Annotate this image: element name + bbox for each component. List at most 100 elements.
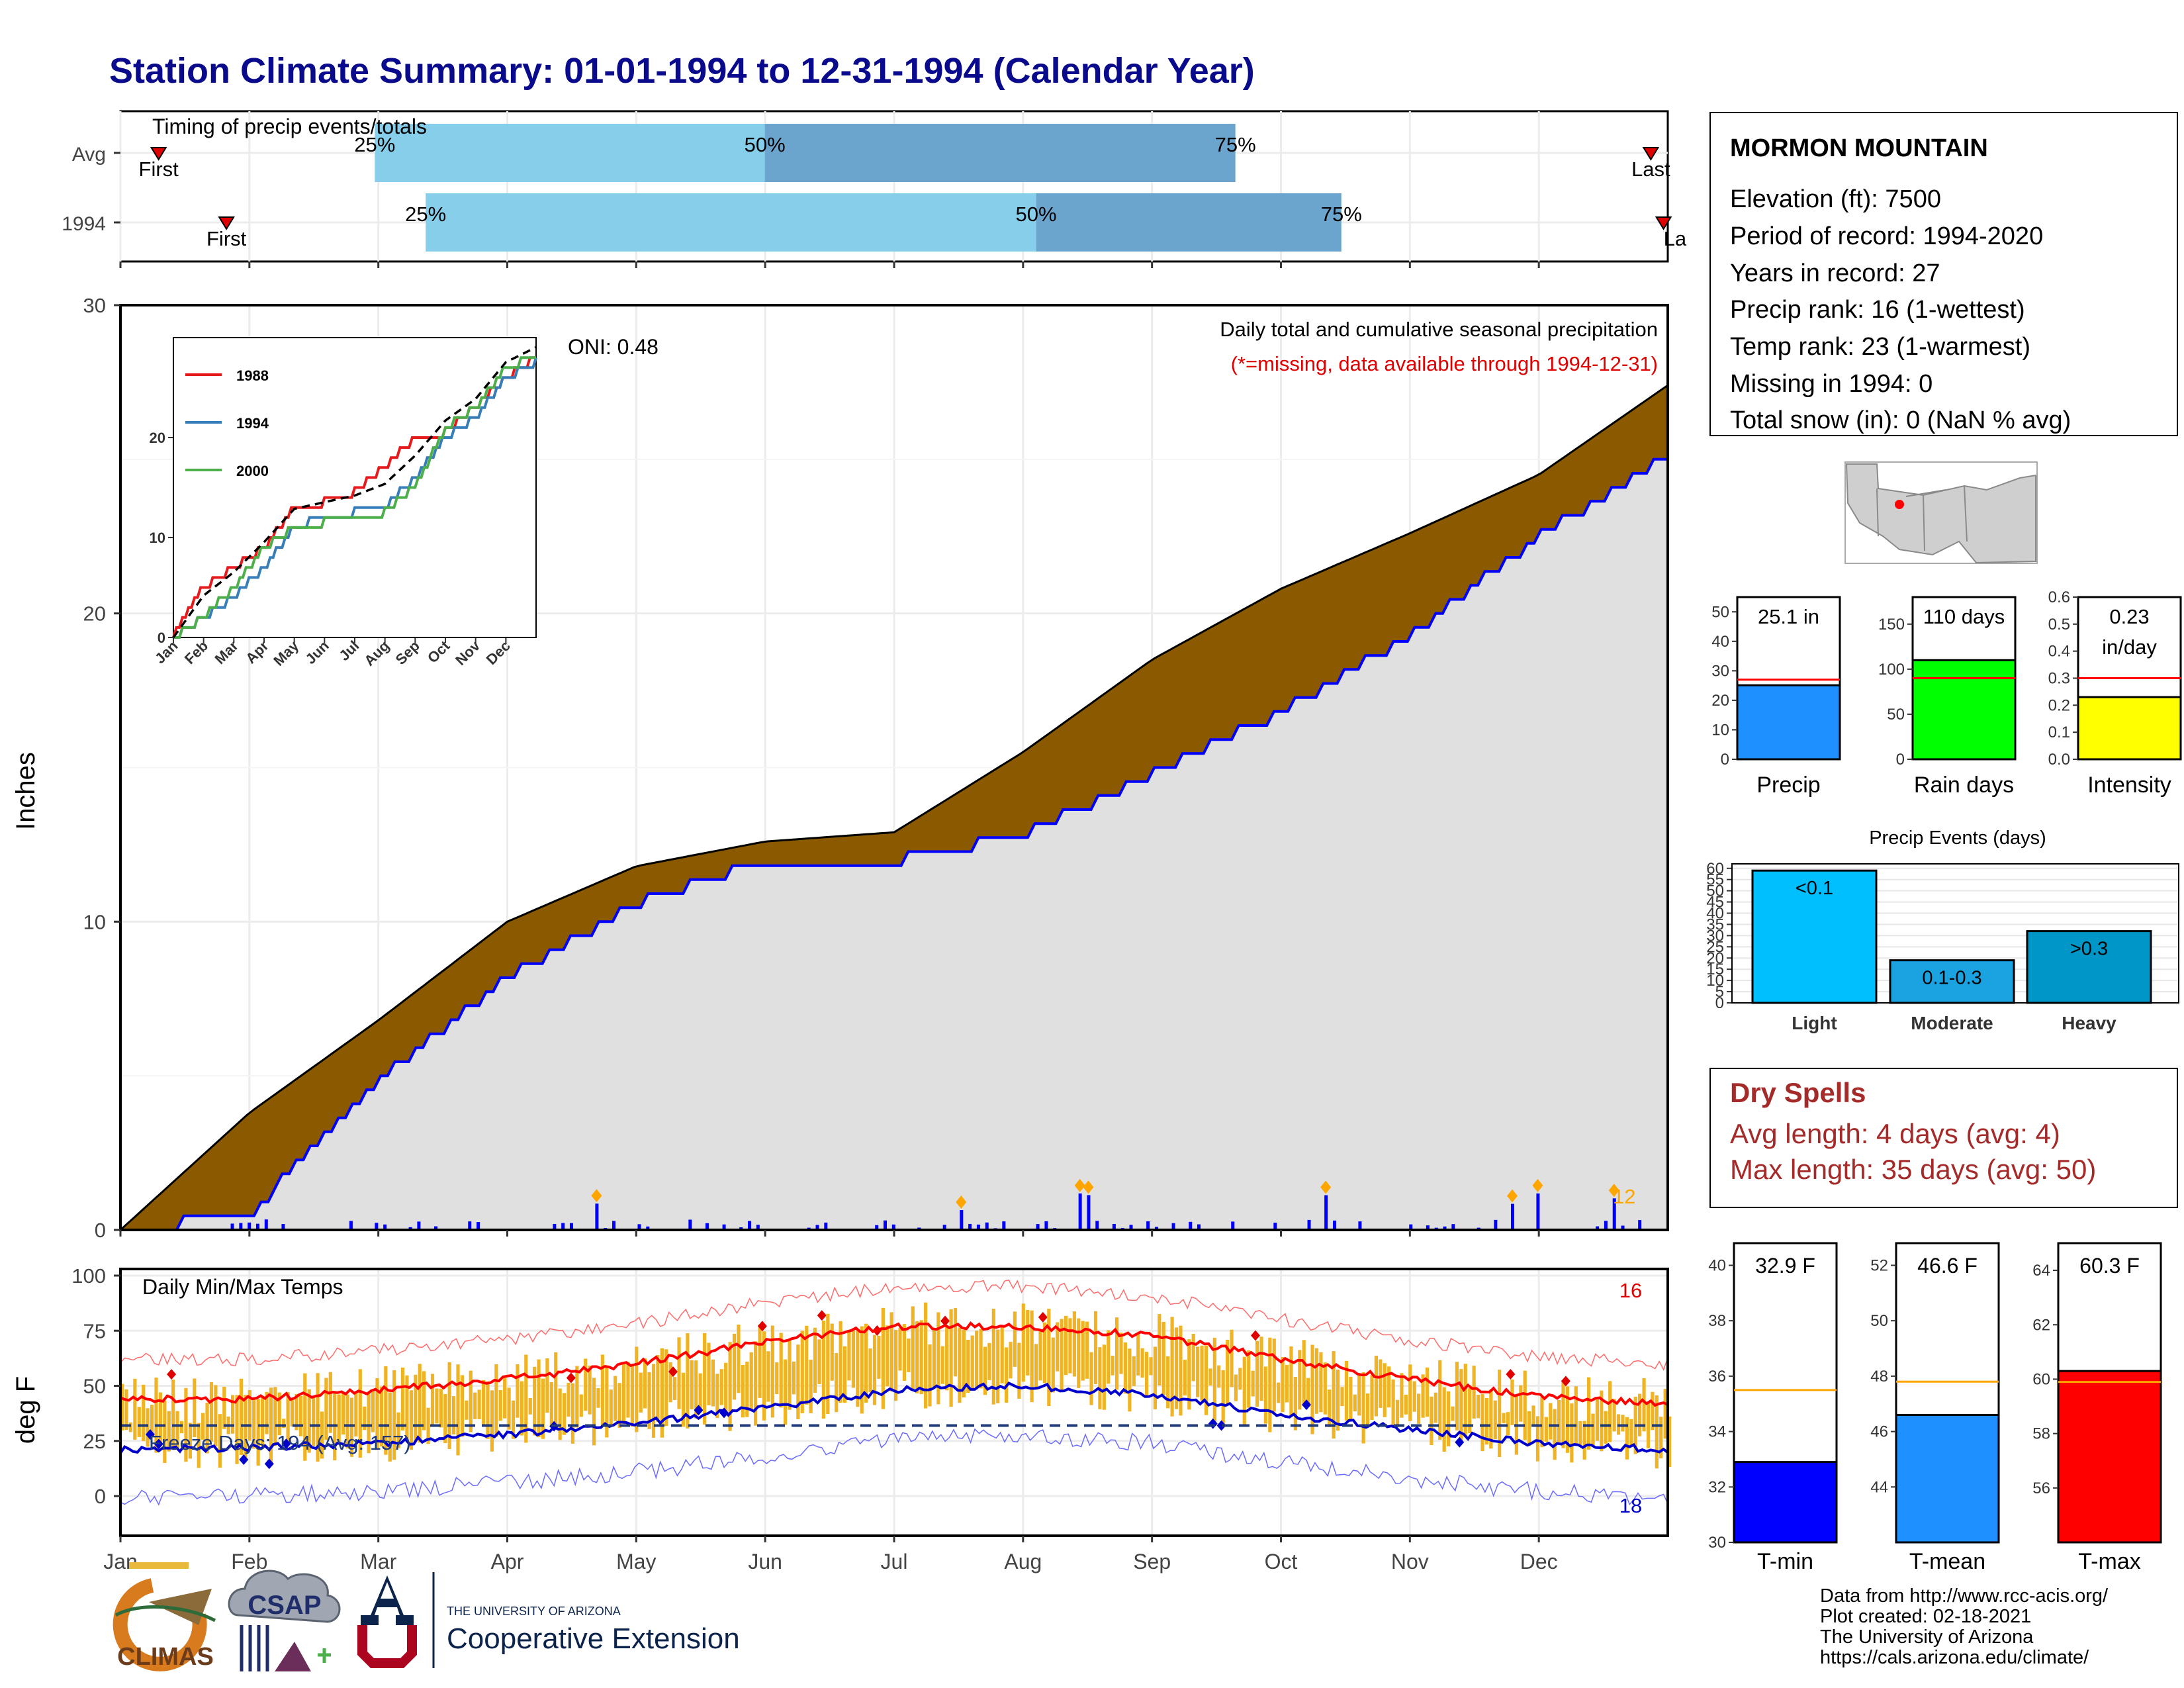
daily-temp-bar [1102,1344,1106,1410]
inset-series-line [173,357,537,639]
daily-precip-bar [1129,1225,1133,1230]
ua-big-text: Cooperative Extension [447,1622,740,1655]
daily-temp-bar [218,1414,222,1468]
daily-temp-bar [158,1392,163,1443]
record-low-marker [264,1458,274,1470]
events-y-tick-label: 25 [1706,938,1724,956]
daily-temp-bar [341,1392,345,1435]
daily-temp-bar [1455,1362,1459,1430]
daily-temp-bar [1323,1362,1327,1415]
daily-temp-bar [1093,1311,1098,1385]
daily-temp-bar [979,1329,983,1389]
daily-temp-bar [639,1372,643,1413]
daily-temp-bar [1340,1387,1344,1407]
daily-precip-bar [612,1221,616,1230]
dry-spells-line-2: Max length: 35 days (avg: 50) [1730,1154,2096,1185]
dry-spells-title: Dry Spells [1730,1077,1866,1108]
station-line-5: Temp rank: 23 (1-warmest) [1730,333,2030,361]
daily-temp-bar [392,1370,396,1460]
daily-temp-bar [877,1336,881,1379]
daily-temp-bar [1642,1378,1646,1432]
daily-temp-bar [1374,1355,1379,1417]
daily-temp-bar [800,1331,804,1413]
daily-temp-bar [575,1366,579,1428]
summary-bar-value [1736,684,1841,761]
daily-temp-bar [142,1384,146,1441]
daily-temp-bar [1123,1342,1128,1394]
heavy-precip-marker [1083,1180,1094,1194]
daily-precip-bar [688,1219,692,1230]
daily-temp-bar [1655,1395,1659,1469]
daily-temp-bar [626,1362,630,1418]
month-label: Nov [1391,1550,1429,1573]
daily-temp-bar [635,1346,639,1432]
daily-temp-bar [260,1397,265,1446]
daily-temp-bar [770,1325,774,1418]
daily-temp-bar [1081,1321,1085,1381]
daily-temp-bar [256,1399,260,1466]
daily-temp-bar [949,1309,953,1407]
daily-temp-bar [1527,1411,1531,1446]
station-line-6: Missing in 1994: 0 [1730,370,1933,398]
daily-temp-bar [1030,1310,1034,1403]
daily-temp-bar [851,1328,855,1388]
daily-temp-bar [1200,1345,1204,1401]
daily-precip-bar [1087,1195,1091,1230]
daily-precip-bar [1596,1226,1600,1230]
daily-temp-bar [1549,1403,1553,1440]
daily-precip-bar [477,1222,480,1230]
daily-temp-bar [1153,1346,1158,1410]
daily-temp-bar [902,1324,907,1382]
daily-temp-bar [588,1366,592,1415]
daily-temp-bar [1489,1389,1493,1449]
daily-precip-bar [815,1225,819,1230]
daily-temp-bar [698,1373,702,1409]
record-high-marker [1038,1311,1048,1323]
daily-temp-bar [826,1313,830,1415]
daily-temp-bar [821,1321,826,1419]
daily-temp-bar [541,1378,545,1439]
daily-temp-bar [124,1389,128,1430]
events-y-tick-label: 0 [1715,994,1724,1012]
daily-temp-bar [1506,1412,1510,1436]
daily-temp-bar [1179,1325,1183,1416]
daily-temp-bar [549,1382,553,1427]
daily-temp-bar [1391,1379,1395,1427]
daily-temp-bar [1026,1309,1030,1376]
daily-precip-bar [1510,1203,1514,1230]
daily-temp-bar [1166,1356,1170,1409]
events-y-tick-label: 35 [1706,915,1724,933]
daily-temp-bar [354,1393,358,1436]
summary-bar-value-label: 110 days [1923,605,2005,628]
daily-precip-bar [1638,1220,1642,1230]
temp-bar-tick-label: 56 [2032,1479,2050,1497]
daily-temp-bar [966,1340,970,1393]
daily-temp-bar [1498,1370,1502,1458]
avg-cumulative-line [119,384,1668,1231]
daily-temp-bar [1535,1416,1540,1462]
daily-precip-bar [637,1224,641,1230]
daily-precip-bar [1604,1221,1608,1230]
daily-precip-bar [748,1221,752,1230]
daily-temp-bar [1115,1317,1119,1390]
daily-temp-bar [847,1330,851,1381]
heavy-precip-marker [1608,1184,1619,1197]
summary-bar-tick-label: 0.6 [2048,588,2070,606]
daily-temp-bar [1608,1381,1612,1442]
daily-temp-bar [486,1381,490,1439]
temp-bar-tick-label: 62 [2032,1316,2050,1334]
daily-temp-bar [609,1389,613,1426]
temp-bar-tick-label: 52 [1870,1256,1888,1274]
events-category-label: Heavy [2062,1013,2116,1033]
daily-temp-bar [435,1388,439,1424]
daily-temp-bar [579,1394,583,1417]
daily-temp-bar [1510,1379,1514,1425]
daily-temp-bar [1277,1382,1281,1403]
daily-temp-bar [418,1364,422,1443]
daily-temp-bar [1433,1392,1437,1423]
daily-temp-bar [1400,1373,1404,1418]
daily-temp-bar [809,1360,813,1413]
daily-precip-bar [1443,1226,1447,1230]
climas-logo: CLIMAS [113,1562,216,1671]
